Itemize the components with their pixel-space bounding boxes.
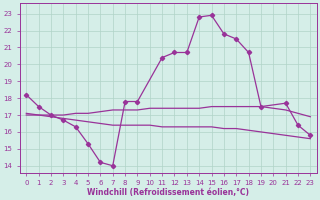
X-axis label: Windchill (Refroidissement éolien,°C): Windchill (Refroidissement éolien,°C) bbox=[87, 188, 249, 197]
